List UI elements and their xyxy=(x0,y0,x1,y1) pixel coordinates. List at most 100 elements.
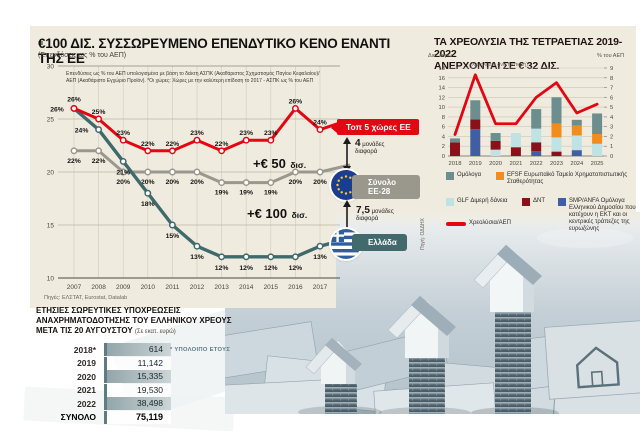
y-tick-left: 14 xyxy=(439,86,446,92)
bar-segment-bonds xyxy=(531,109,542,129)
legend-item-bonds: Ομόλογα xyxy=(446,172,494,180)
bar-segment-efsf xyxy=(571,125,582,136)
bar-segment-smp xyxy=(470,129,481,156)
badge-eu28: Σύνολο ΕΕ-28 xyxy=(352,175,420,199)
data-label: 20% xyxy=(190,179,204,186)
data-label: 26% xyxy=(289,98,303,105)
y-tick-label: 10 xyxy=(47,275,55,282)
data-point xyxy=(267,179,275,187)
data-label: 22% xyxy=(215,141,229,148)
x-tick-label: 2014 xyxy=(239,284,254,291)
y-tick-left: 12 xyxy=(439,95,445,101)
x-tick-label: 2016 xyxy=(288,284,303,291)
bar-segment-glf xyxy=(510,133,521,148)
table-value-cell: 11,142 xyxy=(104,356,171,370)
data-label: 15% xyxy=(166,233,180,240)
legend-label: ΔΝΤ xyxy=(533,198,546,204)
legend-label: EFSF Ευρωπαϊκό Ταμείο Χρηματοπιστωτικής … xyxy=(507,172,628,185)
data-point xyxy=(316,126,324,134)
x-tick-label: 2009 xyxy=(116,284,131,291)
badge-greece: Ελλάδα xyxy=(352,234,407,251)
legend-item-smp: SMP/ANFA Ομόλογα Ελληνικού Δημοσίου που … xyxy=(558,198,636,233)
y-tick-left: 2 xyxy=(442,144,445,150)
y-tick-right: 5 xyxy=(610,105,613,111)
invest-chart-title: €100 ΔΙΣ. ΣΥΣΣΩΡΕΥΜΕΝΟ ΕΠΕΝΔΥΤΙΚΟ ΚΕΝΟ Ε… xyxy=(38,36,391,66)
bar-segment-glf xyxy=(490,149,501,156)
x-tick-label: 2017 xyxy=(313,284,328,291)
y-tick-left: 10 xyxy=(439,105,445,111)
table-title: ΕΤΗΣΙΕΣ ΣΩΡΕΥΤΙΚΕΣ ΥΠΟΧΡΕΩΣΕΙΣ ΑΝΑΧΡΗΜΑΤ… xyxy=(36,306,232,335)
table-total-value: 75,119 xyxy=(104,410,171,424)
y-tick-right: 7 xyxy=(610,86,613,92)
data-point xyxy=(144,147,152,155)
data-point xyxy=(316,168,324,176)
bar-segment-efsf xyxy=(592,134,603,144)
bar-segment-glf xyxy=(592,143,603,156)
legend-item-efsf: EFSF Ευρωπαϊκό Ταμείο Χρηματοπιστωτικής … xyxy=(496,172,628,186)
table-year-cell: 2019 xyxy=(77,358,96,369)
data-point xyxy=(291,104,299,112)
data-label: 24% xyxy=(313,120,327,127)
table-year-cell: 2022 xyxy=(77,398,96,409)
data-point xyxy=(70,147,78,155)
data-label: 19% xyxy=(264,190,278,197)
table-row: 2019 11,142 xyxy=(36,356,236,371)
data-label: 20% xyxy=(313,179,327,186)
y-tick-left: 16 xyxy=(439,76,445,82)
data-label: 22% xyxy=(166,141,180,148)
x-tick-label: 2011 xyxy=(165,284,179,291)
legend-item-glf: GLF Διμερή δάνεια xyxy=(446,198,516,206)
gap-label-75: 7,5 μονάδες διαφορά xyxy=(356,205,394,223)
bar-segment-dnt xyxy=(490,140,501,150)
data-label: 12% xyxy=(215,265,229,272)
badge-top5-eu: Τοπ 5 χώρες ΕΕ xyxy=(331,119,419,135)
legend-swatch-bonds xyxy=(446,172,454,180)
x-tick-label: 2019 xyxy=(469,161,482,167)
data-label: 22% xyxy=(92,158,106,165)
x-tick-label: 2024 xyxy=(570,161,584,167)
data-point xyxy=(218,253,226,261)
debt-chart-title: ΤΑ ΧΡΕΟΛΥΣΙΑ ΤΗΣ ΤΕΤΡΑΕΤΙΑΣ 2019-2022 ΑΝ… xyxy=(434,36,623,72)
bar-segment-bonds xyxy=(490,133,501,141)
data-point xyxy=(70,104,78,112)
data-label: 20% xyxy=(116,179,130,186)
y-tick-left: 6 xyxy=(442,125,445,131)
legend-swatch-efsf xyxy=(496,172,504,180)
data-point xyxy=(95,115,103,123)
y-tick-right: 4 xyxy=(610,115,614,121)
data-label: 12% xyxy=(289,265,303,272)
table-value-cell: 19,530 xyxy=(104,383,171,397)
y-tick-right: 6 xyxy=(610,95,613,101)
bar-segment-bonds xyxy=(592,113,603,134)
table-row: 2018* 614 xyxy=(36,343,236,357)
invest-chart: 30 25 20 15 10 2007 2008 2009 2010 2011 2012 20… xyxy=(47,63,351,291)
data-label: 26% xyxy=(50,106,64,113)
background-left-panel xyxy=(30,26,336,308)
annotation-50bn: +€ 50 δισ. xyxy=(253,156,307,171)
data-point xyxy=(119,136,127,144)
data-point xyxy=(267,136,275,144)
y-tick-right: 0 xyxy=(610,154,613,160)
x-tick-label: 2023 xyxy=(550,161,563,167)
table-value-cell: 38,498 xyxy=(104,397,171,411)
photo-coin-stacks-houses xyxy=(225,212,640,414)
x-tick-label: 2018 xyxy=(449,161,462,167)
data-point xyxy=(242,179,250,187)
data-point xyxy=(193,136,201,144)
bar-segment-smp xyxy=(571,150,582,156)
data-label: 12% xyxy=(264,265,278,272)
data-label: 13% xyxy=(190,254,204,261)
y-tick-left: 18 xyxy=(439,66,445,72)
coin-stack-medium xyxy=(387,295,456,414)
x-tick-label: 2020 xyxy=(489,161,502,167)
bar-segment-dnt xyxy=(551,151,562,156)
data-label: 23% xyxy=(239,130,253,137)
data-label: 20% xyxy=(166,179,180,186)
data-point xyxy=(242,253,250,261)
legend-item-dnt: ΔΝΤ xyxy=(522,198,556,206)
table-panel: ΕΤΗΣΙΕΣ ΣΩΡΕΥΤΙΚΕΣ ΥΠΟΧΡΕΩΣΕΙΣ ΑΝΑΧΡΗΜΑΤ… xyxy=(36,306,236,424)
data-label: 20% xyxy=(289,179,303,186)
y-tick-label: 30 xyxy=(47,63,55,70)
table-total-label: ΣΥΝΟΛΟ xyxy=(60,412,96,423)
invest-chart-subtitle: (Επενδύσεις ως % του ΑΕΠ) xyxy=(38,52,127,59)
